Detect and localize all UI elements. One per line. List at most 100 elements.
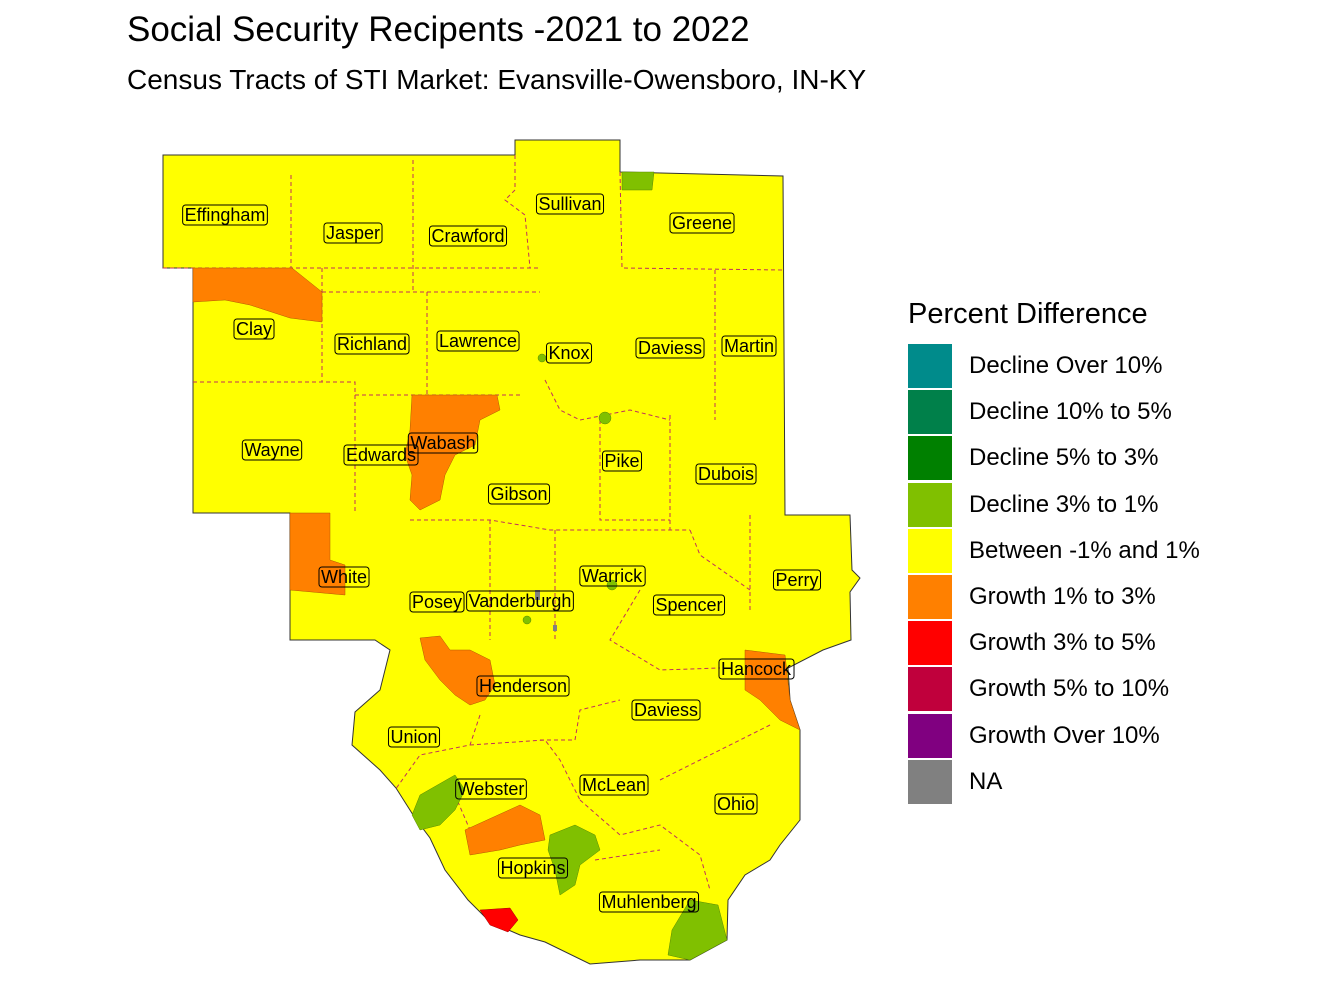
county-label: Crawford <box>428 225 508 247</box>
county-label-text: White <box>321 567 367 587</box>
legend-swatch <box>908 482 952 527</box>
county-label: Lawrence <box>436 330 520 352</box>
legend-title: Percent Difference <box>908 298 1148 330</box>
county-label-text: Spencer <box>655 595 722 615</box>
map-subtitle: Census Tracts of STI Market: Evansville-… <box>127 64 867 95</box>
county-label-text: Henderson <box>479 676 567 696</box>
county-label: Spencer <box>652 594 726 616</box>
county-label: Perry <box>772 569 822 591</box>
county-label-text: Hopkins <box>500 858 565 878</box>
county-label-text: Muhlenberg <box>601 892 696 912</box>
legend-swatch <box>908 528 952 573</box>
growth-3-5-tract <box>479 907 519 933</box>
legend-label: NA <box>969 767 1003 795</box>
county-label: Posey <box>409 591 465 613</box>
county-label-text: Daviess <box>634 700 698 720</box>
county-label: Martin <box>721 335 777 357</box>
legend-item: Growth 3% to 5% <box>908 620 1200 666</box>
legend-label: Between -1% and 1% <box>969 536 1200 564</box>
county-label: Edwards <box>343 444 419 466</box>
county-label-text: Lawrence <box>439 331 517 351</box>
legend-swatch <box>908 436 952 481</box>
county-label: Henderson <box>476 675 570 697</box>
county-label: Muhlenberg <box>598 891 700 913</box>
legend-label: Decline Over 10% <box>969 352 1163 380</box>
county-label: Daviess <box>635 337 705 359</box>
legend-label: Growth 5% to 10% <box>969 675 1170 703</box>
county-label-text: Webster <box>458 779 525 799</box>
county-label: Warrick <box>579 565 646 587</box>
legend-label: Growth 1% to 3% <box>969 583 1156 611</box>
county-label-text: Effingham <box>185 205 266 225</box>
county-boundaries <box>163 155 784 891</box>
legend-swatch <box>908 667 952 712</box>
legend-swatch <box>908 621 952 666</box>
legend-item: Decline Over 10% <box>908 343 1200 389</box>
county-label: Ohio <box>714 793 758 815</box>
county-label-text: Ohio <box>717 794 755 814</box>
county-label: White <box>318 566 370 588</box>
county-label-text: Richland <box>337 334 407 354</box>
na-tracts <box>535 590 557 631</box>
legend-swatch <box>908 759 952 804</box>
legend-swatch <box>908 575 952 620</box>
legend-label: Decline 3% to 1% <box>969 490 1159 518</box>
county-label: Hancock <box>718 658 795 680</box>
county-label-text: Sullivan <box>538 194 601 214</box>
county-label-text: Clay <box>236 319 272 339</box>
county-label-text: Crawford <box>431 226 504 246</box>
county-label: Richland <box>334 333 410 355</box>
county-label-text: Edwards <box>346 445 416 465</box>
county-label-text: Jasper <box>326 223 380 243</box>
county-label-text: Pike <box>604 451 639 471</box>
county-label: Pike <box>601 450 643 472</box>
legend-item: Decline 10% to 5% <box>908 389 1200 435</box>
county-label-text: Wayne <box>244 440 299 460</box>
county-label-text: Hancock <box>721 659 792 679</box>
county-label: Union <box>387 726 441 748</box>
county-label: Knox <box>545 342 593 364</box>
county-label: Gibson <box>487 483 551 505</box>
legend-label: Decline 10% to 5% <box>969 398 1172 426</box>
county-label-text: Greene <box>672 213 732 233</box>
county-label: Wayne <box>241 439 303 461</box>
county-label: Webster <box>455 778 527 800</box>
legend-item: Decline 3% to 1% <box>908 482 1200 528</box>
county-label-text: Posey <box>412 592 462 612</box>
county-label: Clay <box>233 318 275 340</box>
legend-item: Growth 1% to 3% <box>908 574 1200 620</box>
county-label: Vanderburgh <box>466 590 574 612</box>
legend-label: Growth 3% to 5% <box>969 629 1156 657</box>
county-label-text: Wabash <box>410 433 475 453</box>
county-label-text: Warrick <box>582 566 643 586</box>
county-label: Sullivan <box>535 193 605 215</box>
county-label: Daviess <box>631 699 701 721</box>
county-label-text: Union <box>390 727 437 747</box>
county-label: Wabash <box>407 432 479 454</box>
legend-item: Between -1% and 1% <box>908 528 1200 574</box>
decline-1-3-tracts <box>411 171 728 961</box>
legend-label: Growth Over 10% <box>969 721 1160 749</box>
map-title: Social Security Recipents -2021 to 2022 <box>127 10 750 49</box>
county-label: Jasper <box>323 222 383 244</box>
county-label-text: Knox <box>548 343 589 363</box>
county-label: Greene <box>669 212 735 234</box>
legend-item: Growth Over 10% <box>908 713 1200 759</box>
legend-item: Growth 5% to 10% <box>908 666 1200 712</box>
growth-1-3-tracts <box>192 267 801 856</box>
legend-swatch <box>908 390 952 435</box>
county-label-text: Gibson <box>490 484 547 504</box>
legend-item: NA <box>908 759 1200 805</box>
legend-item: Decline 5% to 3% <box>908 435 1200 481</box>
legend-swatch <box>908 344 952 389</box>
county-label-text: Daviess <box>638 338 702 358</box>
county-labels: Effingham Jasper Crawford Sullivan Greene Cla… <box>182 193 822 913</box>
county-label-text: McLean <box>582 775 646 795</box>
county-label: McLean <box>579 774 649 796</box>
legend-label: Decline 5% to 3% <box>969 444 1159 472</box>
legend: Percent Difference Decline Over 10% Decl… <box>908 298 1200 805</box>
county-label-text: Dubois <box>698 464 754 484</box>
county-label: Hopkins <box>497 857 569 879</box>
county-label: Effingham <box>182 204 268 226</box>
